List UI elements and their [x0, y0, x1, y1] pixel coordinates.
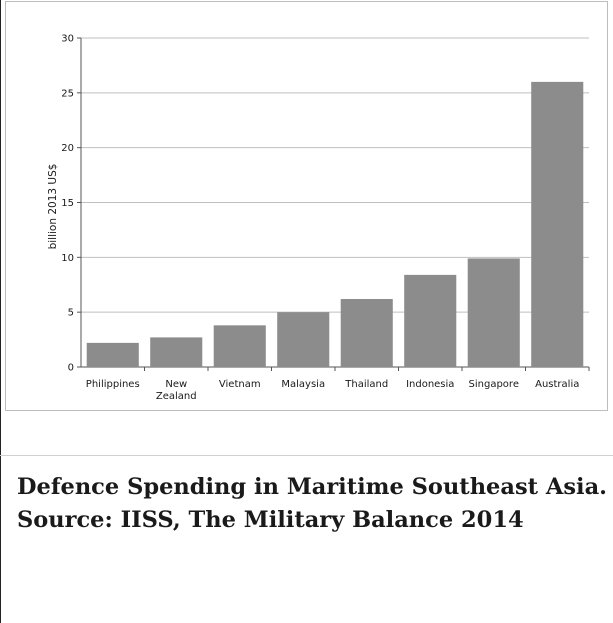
y-tick-label: 5 — [68, 308, 74, 319]
chart-frame: 0 5 10 15 20 25 30 billion 2013 US$ Philippines N… — [5, 1, 608, 411]
bar — [277, 312, 330, 367]
x-tick-label: Singapore — [469, 379, 519, 390]
x-tick-label: Malaysia — [281, 379, 325, 390]
y-tick-label: 30 — [61, 34, 74, 45]
bar — [467, 258, 520, 367]
y-tick-label: 15 — [61, 198, 74, 209]
y-tick-label: 10 — [61, 253, 74, 264]
caption-divider — [0, 455, 613, 456]
left-border-rule — [0, 0, 1, 623]
bar — [86, 342, 139, 367]
y-axis-title: billion 2013 US$ — [47, 164, 59, 250]
x-tick-label: New — [165, 379, 187, 390]
x-tick-label: Zealand — [156, 391, 197, 402]
x-tick-label: Australia — [535, 379, 579, 390]
bar — [404, 274, 457, 367]
x-tick-label: Philippines — [86, 379, 140, 390]
x-tick-label: Thailand — [344, 379, 388, 390]
y-tick-label: 25 — [61, 88, 74, 99]
bar — [150, 337, 203, 367]
bar — [531, 81, 584, 367]
x-tick-label: Indonesia — [406, 379, 454, 390]
x-tick-label: Vietnam — [219, 379, 261, 390]
bar-chart: 0 5 10 15 20 25 30 billion 2013 US$ Philippines N… — [47, 34, 590, 402]
y-tick-label: 0 — [68, 363, 74, 374]
figure-caption: Defence Spending in Maritime Southeast A… — [17, 474, 607, 533]
bar — [213, 325, 266, 367]
y-tick-label: 20 — [61, 143, 74, 154]
bar — [340, 299, 393, 367]
